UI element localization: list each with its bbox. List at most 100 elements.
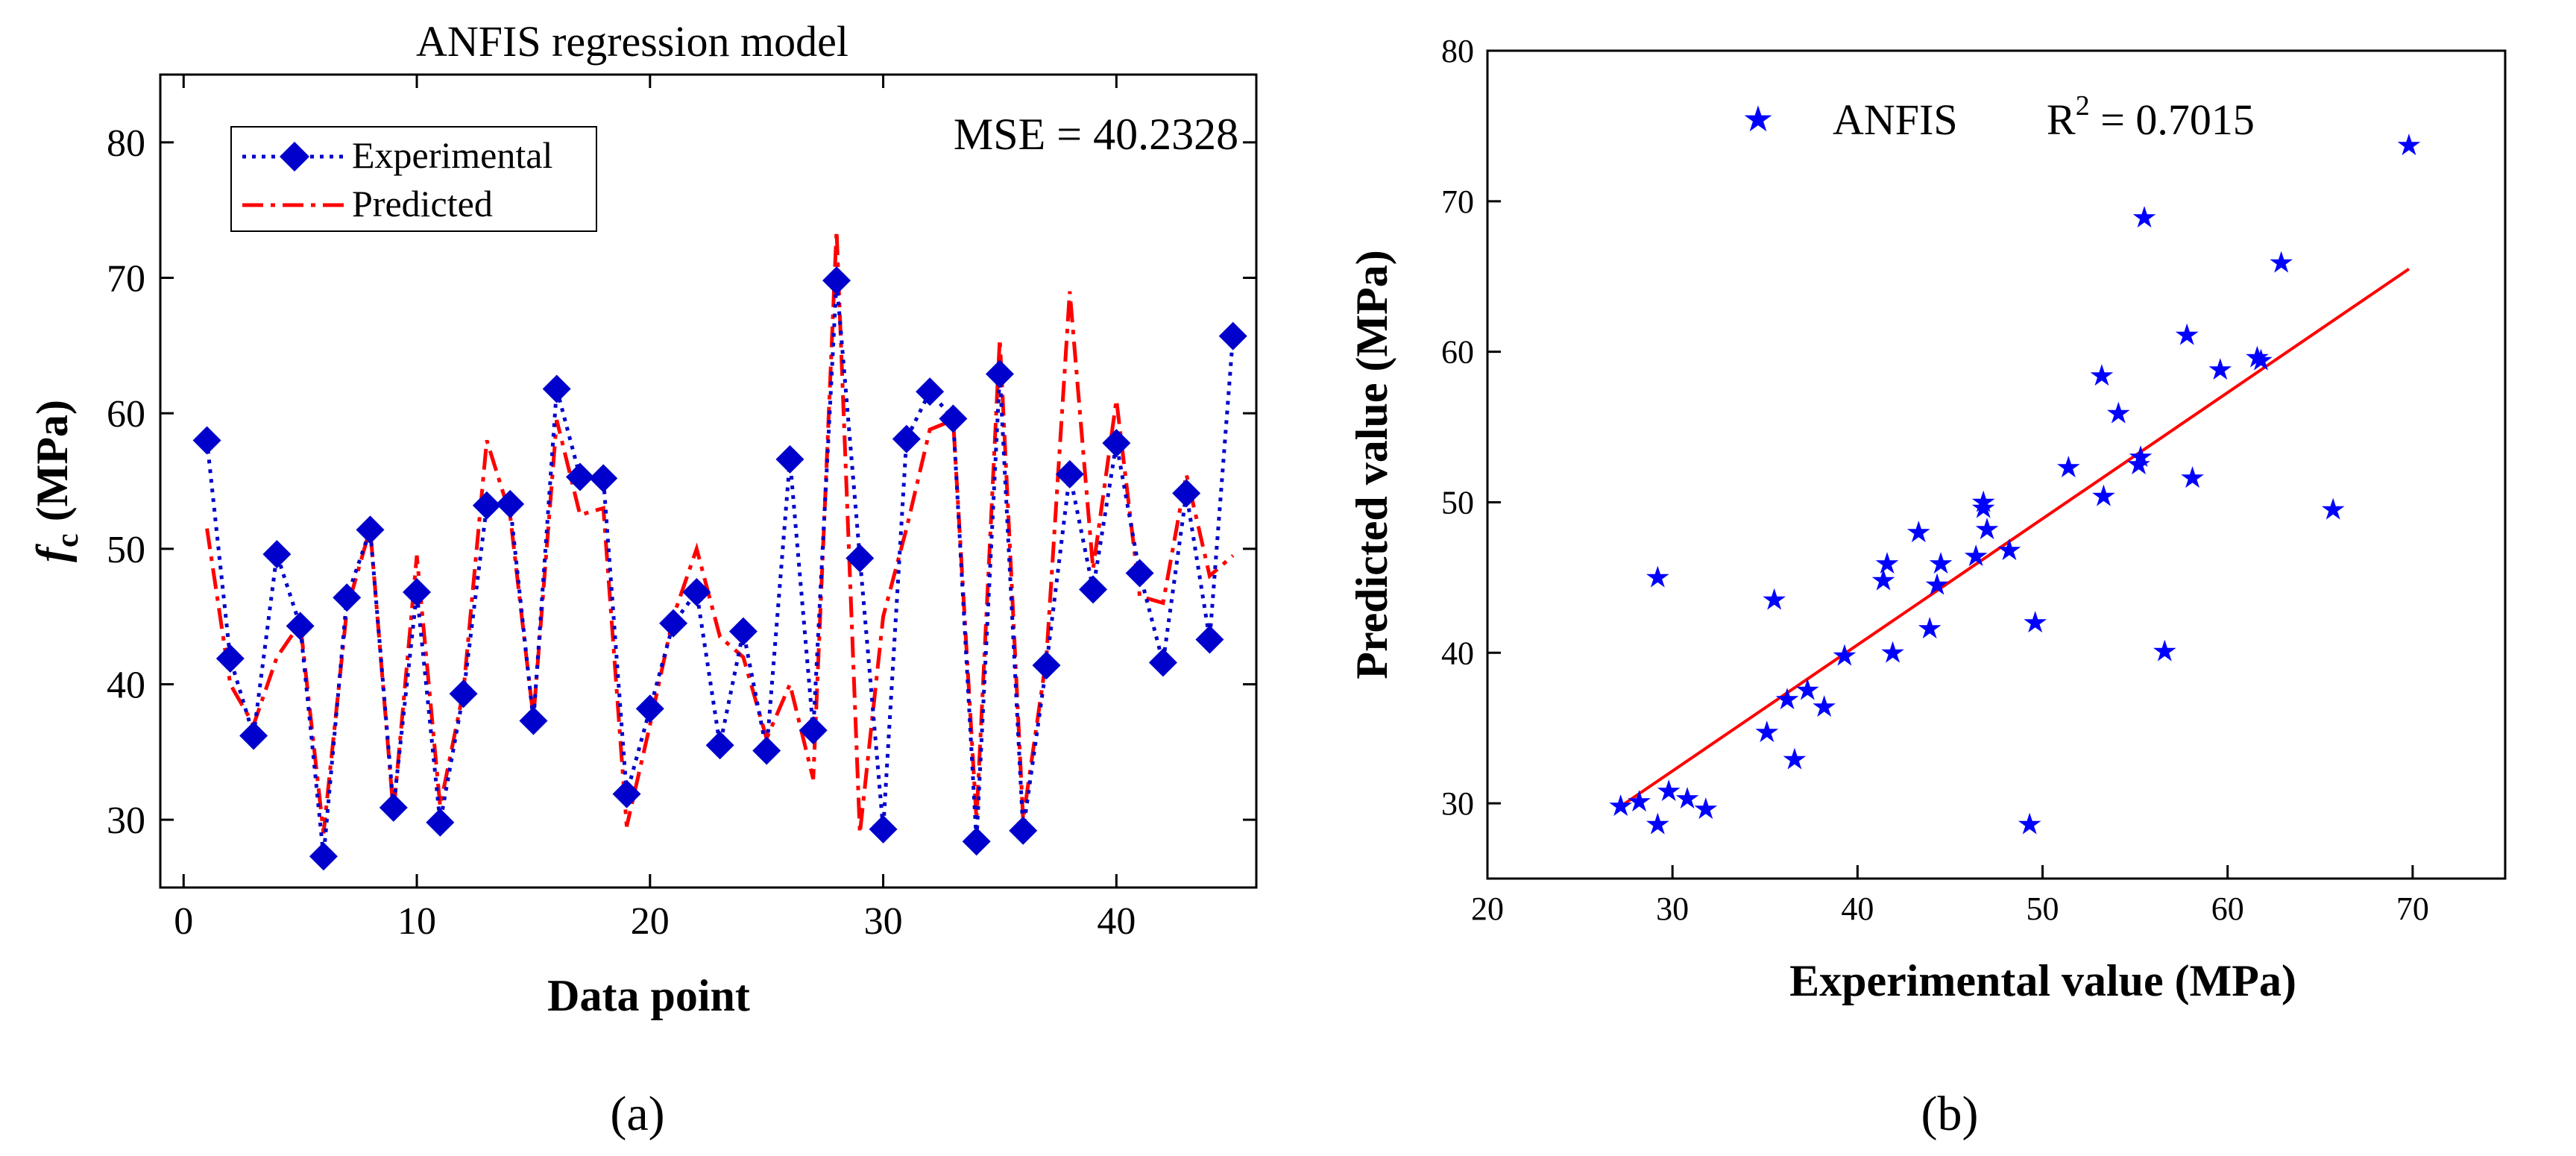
chart-b-y-axis-label: Predicted value (MPa) bbox=[1347, 250, 1396, 679]
scatter-point: ★ bbox=[2320, 493, 2346, 527]
chart-a-series bbox=[192, 230, 1247, 871]
y-tick-label: 50 bbox=[1441, 484, 1474, 521]
experimental-point bbox=[215, 644, 245, 673]
x-tick-label: 20 bbox=[631, 900, 670, 943]
experimental-point bbox=[1148, 648, 1177, 677]
x-tick-label: 0 bbox=[174, 900, 193, 943]
x-tick-label: 60 bbox=[2211, 890, 2244, 927]
scatter-point: ★ bbox=[1761, 583, 1788, 618]
chart-a-title: ANFIS regression model bbox=[416, 17, 848, 66]
experimental-point bbox=[565, 462, 594, 491]
experimental-point bbox=[1009, 816, 1038, 845]
chart-a-y-axis-label: fc(MPa) bbox=[28, 400, 85, 562]
x-tick-label: 30 bbox=[864, 900, 903, 943]
chart-a-ylabel-sub: c bbox=[51, 533, 85, 547]
chart-a-x-axis-label: Data point bbox=[547, 971, 750, 1020]
experimental-point bbox=[1125, 559, 1154, 588]
scatter-point: ★ bbox=[1870, 563, 1897, 597]
y-tick-label: 60 bbox=[107, 393, 145, 436]
y-tick-label: 40 bbox=[1441, 635, 1474, 671]
scatter-point: ★ bbox=[1655, 774, 1682, 808]
x-tick-label: 70 bbox=[2396, 890, 2429, 927]
scatter-point: ★ bbox=[2247, 344, 2274, 378]
scatter-point: ★ bbox=[1996, 533, 2023, 568]
experimental-point bbox=[775, 445, 804, 474]
experimental-point bbox=[1079, 575, 1108, 604]
scatter-point: ★ bbox=[1970, 485, 1997, 519]
experimental-point bbox=[635, 694, 664, 723]
scatter-point: ★ bbox=[1774, 682, 1801, 717]
scatter-point: ★ bbox=[2173, 318, 2200, 352]
scatter-point: ★ bbox=[1626, 785, 1653, 819]
legend-r2-annotation: R2 = 0.7015 bbox=[2047, 90, 2255, 144]
experimental-point bbox=[356, 515, 385, 544]
scatter-point: ★ bbox=[1754, 715, 1780, 750]
experimental-point bbox=[1102, 429, 1131, 458]
experimental-point bbox=[939, 404, 968, 433]
experimental-point bbox=[426, 808, 455, 837]
scatter-point: ★ bbox=[2179, 461, 2206, 495]
experimental-point bbox=[1055, 459, 1084, 489]
chart-a-legend: Experimental Predicted bbox=[230, 126, 597, 232]
experimental-point bbox=[239, 721, 268, 750]
svg-text:fc(MPa): fc(MPa) bbox=[28, 400, 85, 562]
fit-line bbox=[1619, 267, 2410, 808]
experimental-point bbox=[192, 426, 221, 455]
x-tick-label: 50 bbox=[2027, 890, 2059, 927]
chart-a-ylabel-unit: (MPa) bbox=[28, 400, 77, 521]
x-tick-label: 10 bbox=[397, 900, 436, 943]
scatter-point: ★ bbox=[2055, 450, 2082, 485]
experimental-point bbox=[496, 489, 525, 518]
panel-label-b: (b) bbox=[1921, 1087, 1979, 1141]
scatter-point: ★ bbox=[1880, 635, 1906, 670]
experimental-point bbox=[612, 779, 641, 808]
panel-a-line-chart: ANFIS regression model 0 10 20 30 40 30 40 50 60… bbox=[28, 17, 1258, 1020]
scatter-point: ★ bbox=[2268, 246, 2295, 280]
experimental-point bbox=[1032, 651, 1061, 680]
experimental-point bbox=[682, 577, 711, 606]
x-tick-label: 20 bbox=[1471, 890, 1504, 927]
scatter-point: ★ bbox=[2151, 634, 2178, 668]
scatter-point: ★ bbox=[2396, 128, 2422, 163]
experimental-point bbox=[379, 793, 408, 822]
scatter-point: ★ bbox=[1874, 547, 1900, 581]
x-tick-label: 40 bbox=[1097, 900, 1136, 943]
experimental-point bbox=[333, 583, 362, 612]
experimental-point bbox=[286, 612, 315, 641]
experimental-point bbox=[1218, 321, 1247, 351]
y-tick-label: 50 bbox=[107, 529, 145, 571]
scatter-point: ★ bbox=[2131, 201, 2158, 235]
y-tick-label: 80 bbox=[1441, 33, 1474, 69]
scatter-point: ★ bbox=[2244, 341, 2271, 375]
scatter-point: ★ bbox=[1644, 560, 1671, 594]
y-tick-label: 30 bbox=[107, 800, 145, 842]
scatter-point: ★ bbox=[1974, 512, 2000, 547]
scatter-point: ★ bbox=[1927, 547, 1954, 581]
scatter-point: ★ bbox=[2127, 440, 2154, 474]
scatter-point: ★ bbox=[2088, 359, 2115, 393]
experimental-point bbox=[262, 540, 292, 569]
experimental-point bbox=[985, 359, 1014, 389]
legend-experimental-marker bbox=[280, 142, 309, 172]
scatter-point: ★ bbox=[1674, 782, 1701, 816]
scatter-point: ★ bbox=[1962, 539, 1989, 574]
y-tick-label: 70 bbox=[1441, 183, 1474, 220]
scatter-point: ★ bbox=[1831, 638, 1858, 673]
scatter-point: ★ bbox=[1607, 789, 1634, 823]
experimental-point bbox=[916, 377, 945, 406]
experimental-point bbox=[752, 736, 781, 765]
y-tick-label: 70 bbox=[107, 258, 145, 301]
experimental-point bbox=[542, 374, 571, 403]
chart-b-series: ★★★★★★★★★★★★★★★★★★★★★ ★★★★★★★★★★★★★★★★★★ ★… bbox=[1607, 128, 2422, 841]
panel-label-a: (a) bbox=[610, 1087, 664, 1141]
experimental-point bbox=[962, 827, 991, 856]
experimental-point bbox=[892, 424, 921, 453]
experimental-point bbox=[1195, 625, 1224, 654]
y-tick-label: 30 bbox=[1441, 785, 1474, 822]
experimental-point bbox=[845, 544, 875, 573]
scatter-point: ★ bbox=[2091, 479, 2117, 513]
chart-b-plot-frame bbox=[1486, 49, 2507, 880]
experimental-point bbox=[403, 577, 432, 606]
scatter-point: ★ bbox=[1924, 568, 1950, 602]
